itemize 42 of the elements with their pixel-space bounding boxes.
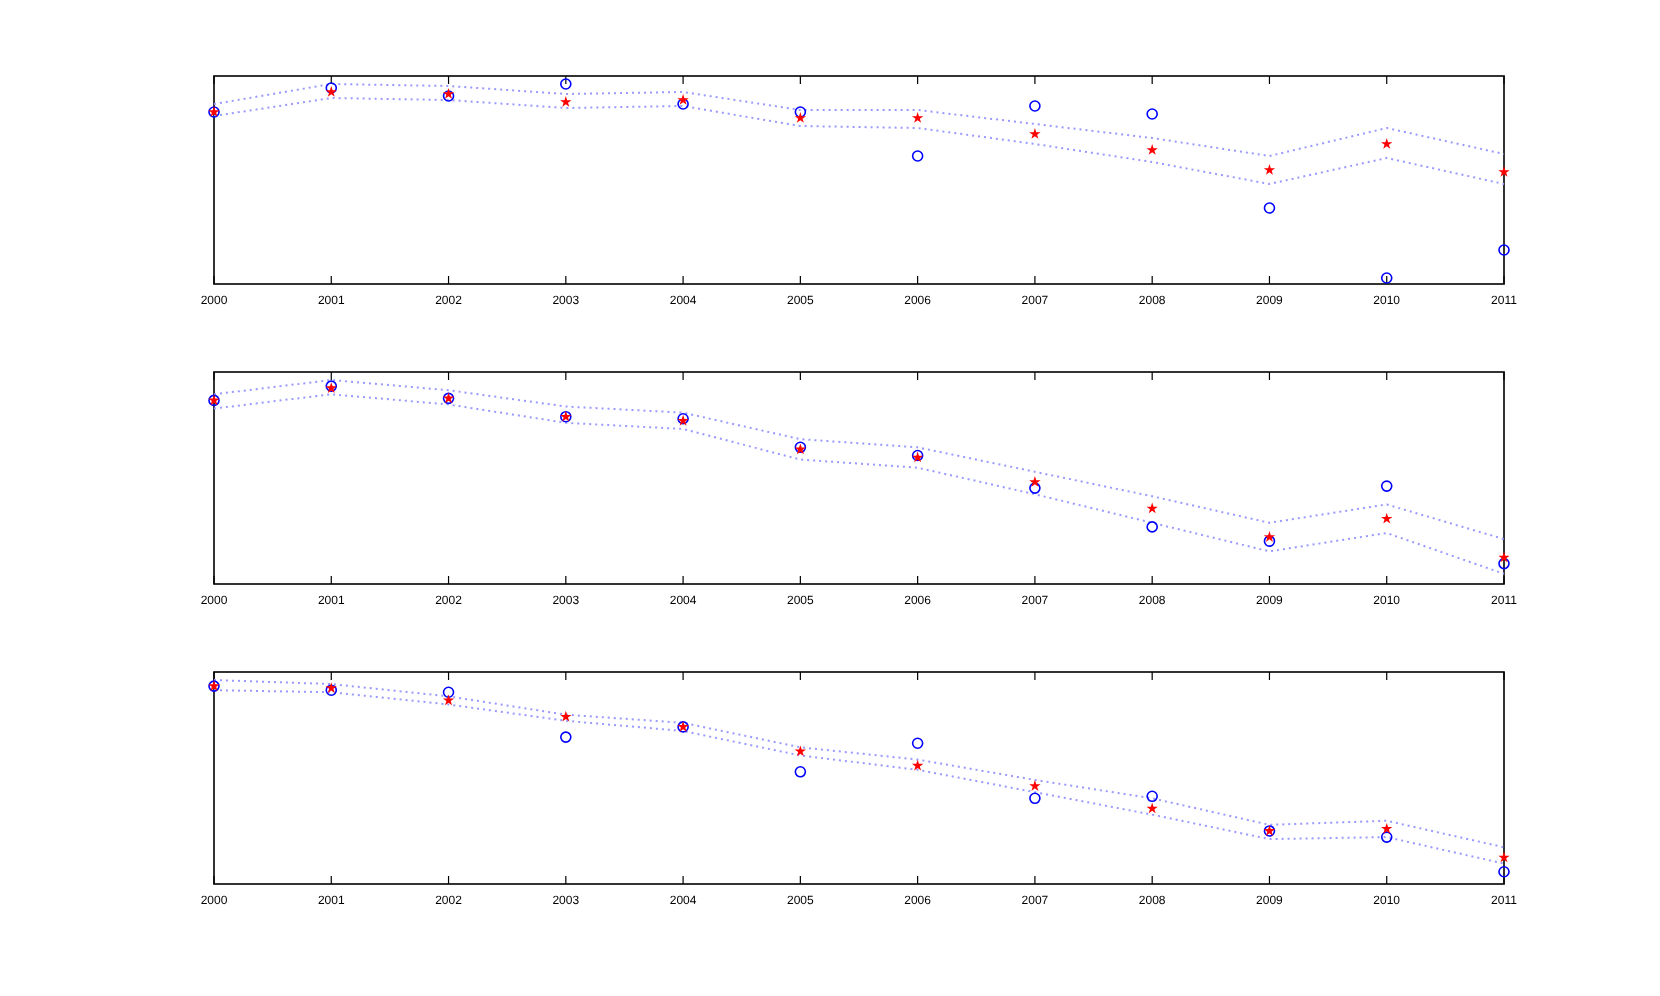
point [1029,476,1041,487]
point [560,96,572,107]
point [1498,244,1510,256]
point [794,745,807,757]
point [911,150,924,162]
point [911,112,924,123]
point [794,106,807,118]
point [1263,535,1276,547]
point [1029,780,1041,791]
point [794,112,807,123]
point [560,731,572,743]
point [1381,512,1393,524]
point [1029,482,1041,494]
point [1498,166,1510,177]
point [1381,138,1393,149]
point [1146,108,1158,120]
point [1380,272,1393,284]
point [911,759,924,771]
point [911,737,924,750]
point [1029,100,1041,112]
point [560,78,572,90]
point [1381,822,1393,834]
point [1498,865,1510,878]
point [1380,831,1393,843]
point [1263,531,1276,542]
point [1263,202,1276,214]
point [1263,164,1276,175]
point [1498,551,1510,563]
point [560,710,572,722]
point [1146,144,1158,155]
point [677,94,689,105]
point [794,766,807,778]
point [442,686,455,699]
point [442,694,455,706]
point [1498,557,1510,570]
point [1380,480,1393,492]
point [1498,851,1510,863]
point [677,98,689,110]
point [1029,792,1041,805]
point [1029,128,1041,139]
point [1146,790,1158,803]
point [1146,521,1158,533]
